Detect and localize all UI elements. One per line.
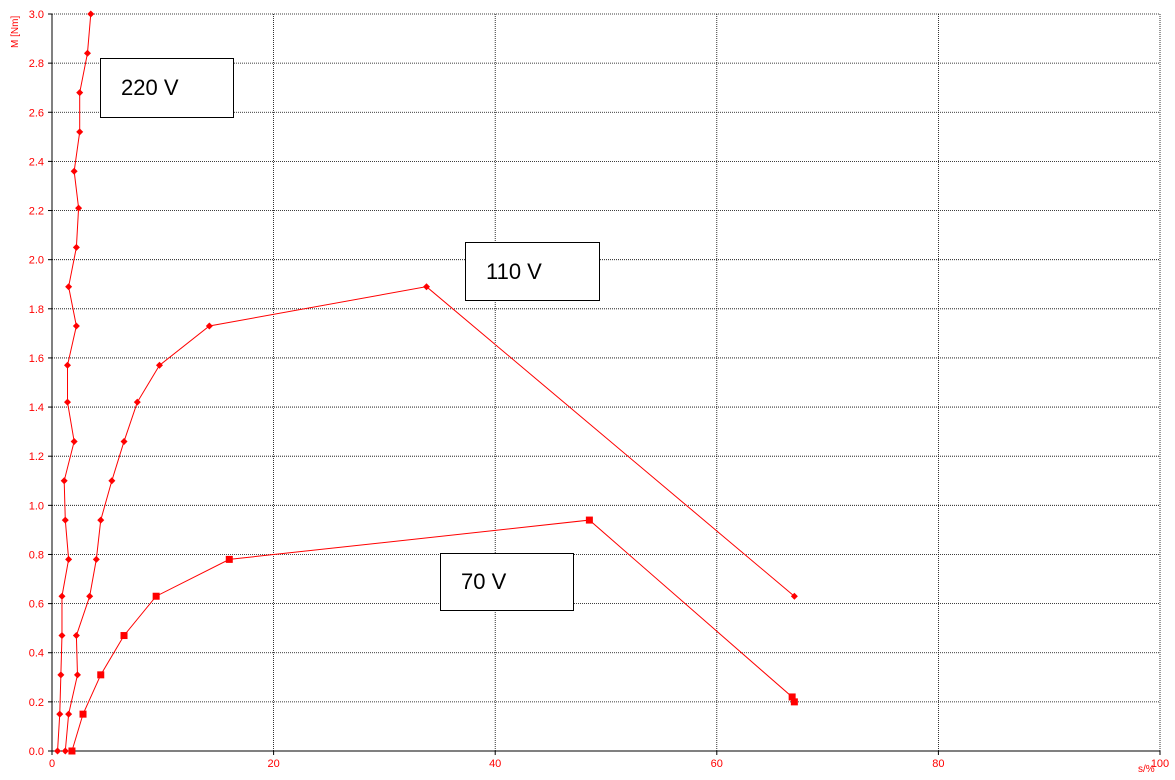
y-axis-label: M [Nm] xyxy=(10,15,21,48)
x-tick-label: 40 xyxy=(489,758,501,770)
annotation-220v-box: 220 V xyxy=(100,58,234,118)
data-point xyxy=(120,632,128,640)
y-tick-label: 2.6 xyxy=(29,107,44,119)
data-point xyxy=(83,49,91,57)
data-point xyxy=(65,283,73,291)
x-tick-label: 60 xyxy=(711,758,723,770)
data-point xyxy=(54,747,62,755)
data-point xyxy=(152,592,160,600)
data-point xyxy=(65,555,73,563)
annotation-110v-box: 110 V xyxy=(465,242,600,301)
annotation-220v-text: 220 V xyxy=(121,75,179,100)
y-tick-label: 1.8 xyxy=(29,304,44,316)
data-point xyxy=(72,322,80,330)
data-point xyxy=(86,592,94,600)
data-point xyxy=(72,632,80,640)
y-tick-label: 1.0 xyxy=(29,500,44,512)
data-point xyxy=(423,283,431,291)
y-tick-label: 2.0 xyxy=(29,255,44,267)
y-tick-label: 0.6 xyxy=(29,599,44,611)
data-point xyxy=(133,398,141,406)
x-tick-label: 80 xyxy=(932,758,944,770)
y-tick-label: 2.2 xyxy=(29,206,44,218)
y-tick-label: 0.0 xyxy=(29,746,44,758)
data-point xyxy=(73,671,81,679)
data-point xyxy=(65,710,73,718)
data-point xyxy=(56,710,64,718)
y-tick-label: 3.0 xyxy=(29,9,44,21)
data-point xyxy=(225,555,233,563)
data-point xyxy=(70,167,78,175)
data-point xyxy=(75,204,83,212)
data-point xyxy=(205,322,213,330)
data-point xyxy=(79,710,87,718)
data-point xyxy=(76,89,84,97)
data-point xyxy=(788,693,796,701)
y-tick-label: 2.8 xyxy=(29,58,44,70)
data-point xyxy=(790,592,798,600)
annotation-70v-text: 70 V xyxy=(461,569,507,594)
data-point xyxy=(72,243,80,251)
y-tick-label: 0.2 xyxy=(29,697,44,709)
data-point xyxy=(87,10,95,18)
data-point xyxy=(92,555,100,563)
data-point xyxy=(155,361,163,369)
data-point xyxy=(108,477,116,485)
annotation-70v-box: 70 V xyxy=(440,553,574,611)
series-line xyxy=(64,286,795,752)
data-point xyxy=(61,516,69,524)
x-axis-label: s/% xyxy=(1138,764,1155,775)
x-tick-label: 20 xyxy=(267,758,279,770)
data-point xyxy=(64,398,72,406)
data-point xyxy=(97,516,105,524)
y-tick-label: 0.8 xyxy=(29,549,44,561)
data-point xyxy=(58,592,66,600)
x-tick-label: 0 xyxy=(49,758,55,770)
y-tick-label: 2.4 xyxy=(29,156,44,168)
y-tick-label: 0.4 xyxy=(29,648,44,660)
x-tick-label: 100 xyxy=(1151,758,1169,770)
data-point xyxy=(61,747,69,755)
data-point xyxy=(60,477,68,485)
data-point xyxy=(97,671,105,679)
data-point xyxy=(57,671,65,679)
data-point xyxy=(585,516,593,524)
data-point xyxy=(120,437,128,445)
y-tick-label: 1.6 xyxy=(29,353,44,365)
data-point xyxy=(58,632,66,640)
data-point xyxy=(68,747,76,755)
annotation-110v-text: 110 V xyxy=(486,258,542,284)
series-line xyxy=(57,13,92,752)
y-tick-label: 1.2 xyxy=(29,451,44,463)
data-point xyxy=(70,437,78,445)
data-point xyxy=(790,698,798,706)
data-point xyxy=(76,128,84,136)
y-tick-label: 1.4 xyxy=(29,402,44,414)
data-point xyxy=(64,361,72,369)
